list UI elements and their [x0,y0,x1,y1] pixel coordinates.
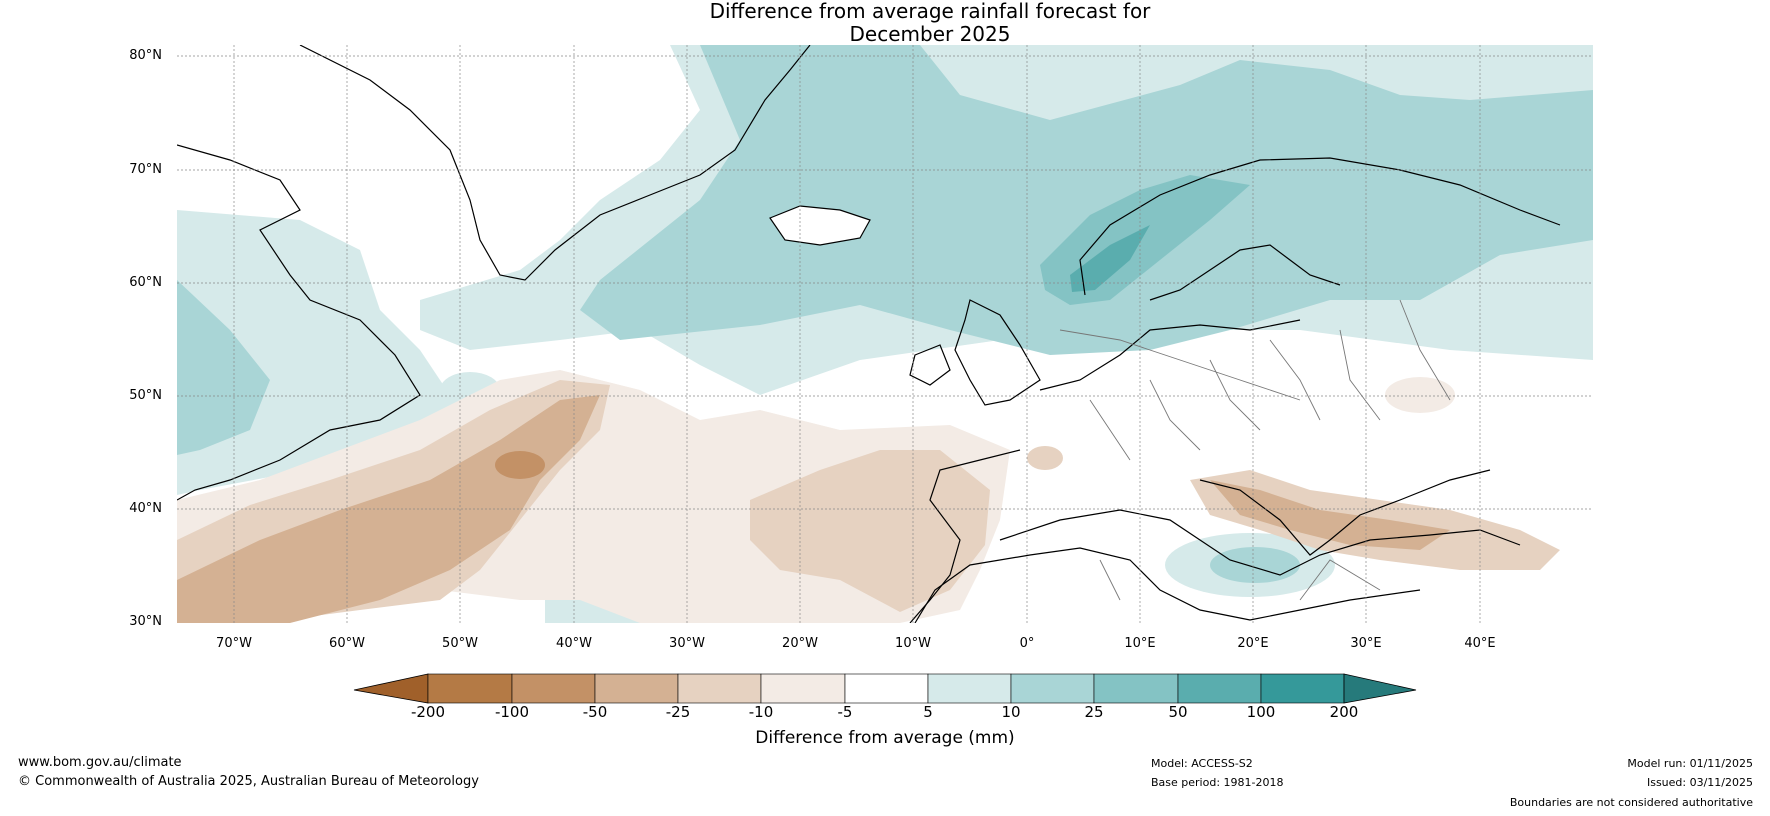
lon-label-60w: 60°W [329,636,365,651]
iceland-coastline [769,205,871,246]
africa-coastline [914,547,1421,623]
lat-label-50n: 50°N [129,388,162,403]
greenland-coastline [299,45,811,281]
colorbar-tick-label: 200 [1329,703,1359,721]
colorbar-tick-label: 100 [1246,703,1276,721]
country-borders [1059,299,1451,601]
wet-region-norway-core [1070,225,1150,292]
wet-region-mediterranean-core [1210,547,1300,583]
title-line-2: December 2025 [849,22,1011,46]
colorbar-swatch-7 [927,673,1012,704]
wet-region-canada-core [177,280,270,455]
lon-label-70w: 70°W [216,636,252,651]
lon-label-20e: 20°E [1237,636,1269,651]
colorbar-swatch-9 [1093,673,1179,704]
lon-label-20w: 20°W [782,636,818,651]
footer-issued: Issued: 03/11/2025 [1646,776,1753,789]
footer-disclaimer: Boundaries are not considered authoritat… [1509,796,1753,809]
dry-region-iberia [750,450,990,612]
lon-label-10e: 10°E [1124,636,1156,651]
colorbar-tick-label: 50 [1168,703,1188,721]
lat-label-70n: 70°N [129,162,162,177]
colorbar-tick-label: -5 [837,703,853,721]
footer-website: www.bom.gov.au/climate [18,755,182,770]
colorbar-label: Difference from average (mm) [755,728,1015,748]
lon-label-10w: 10°W [895,636,931,651]
colorbar-tick-label: -10 [748,703,774,721]
colorbar-tick-label: -25 [665,703,691,721]
lon-label-40w: 40°W [556,636,592,651]
dry-spot-black-sea [1385,377,1455,413]
graticule [177,45,1593,623]
footer-base-period: Base period: 1981-2018 [1151,776,1284,789]
colorbar-arrow-high [1343,673,1417,704]
british-isles-coastline [909,299,1041,406]
lon-label-0: 0° [1019,636,1035,651]
dry-spot-france [1027,446,1063,470]
lat-label-80n: 80°N [129,48,162,63]
colorbar [353,673,1417,704]
colorbar-swatch-10 [1177,673,1262,704]
map-title: Difference from average rainfall forecas… [0,0,1770,46]
lat-label-60n: 60°N [129,275,162,290]
colorbar-swatch-6 [844,673,929,704]
colorbar-swatch-2 [511,673,596,704]
colorbar-tick-label: 25 [1084,703,1104,721]
colorbar-swatch-1 [427,673,513,704]
colorbar-tick-label: -100 [494,703,530,721]
footer-model-run: Model run: 01/11/2025 [1627,757,1753,770]
colorbar-tick-label: 5 [923,703,933,721]
lat-label-40n: 40°N [129,501,162,516]
lon-label-50w: 50°W [442,636,478,651]
colorbar-swatch-4 [677,673,762,704]
colorbar-swatch-5 [760,673,846,704]
canada-coastline [177,144,421,501]
colorbar-swatch-11 [1260,673,1345,704]
title-line-1: Difference from average rainfall forecas… [709,0,1151,23]
wet-region-north-atlantic-core [580,45,1593,355]
colorbar-swatch-3 [594,673,679,704]
colorbar-tick-label: -50 [582,703,608,721]
dry-region-west-atlantic [177,395,600,623]
colorbar-arrow-low [353,673,429,704]
footer-copyright: © Commonwealth of Australia 2025, Austra… [18,774,479,789]
lon-label-30w: 30°W [669,636,705,651]
lat-label-30n: 30°N [129,614,162,629]
colorbar-tick-label: 10 [1001,703,1021,721]
colorbar-swatch-8 [1010,673,1095,704]
dry-region-aegean [1210,480,1450,550]
dry-spot-atlantic-core [495,451,545,479]
lon-label-40e: 40°E [1464,636,1496,651]
map-body [177,45,1593,623]
lon-label-30e: 30°E [1350,636,1382,651]
footer-model: Model: ACCESS-S2 [1151,757,1253,770]
colorbar-tick-label: -200 [410,703,446,721]
europe-coastline [909,319,1521,623]
